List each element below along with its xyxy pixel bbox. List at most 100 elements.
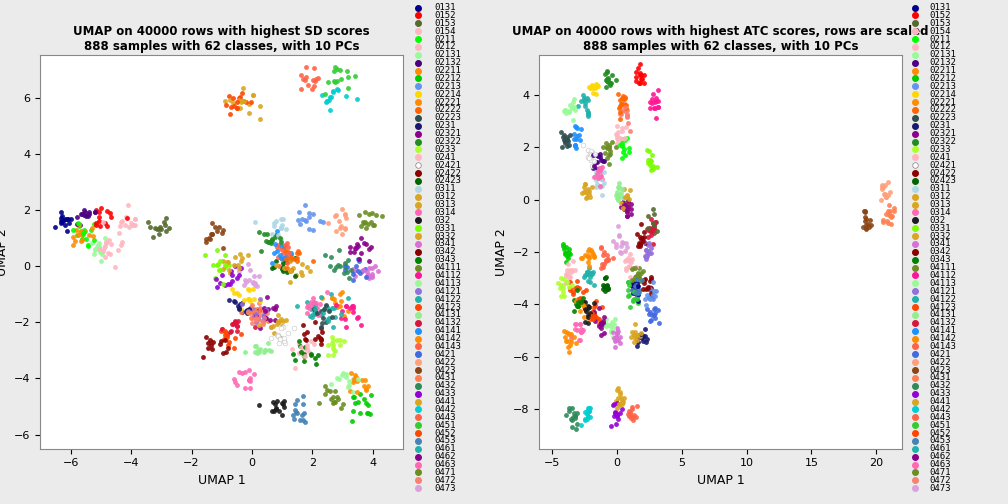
Text: 02322: 02322 [434,137,462,146]
X-axis label: UMAP 1: UMAP 1 [198,474,246,487]
Text: 04112: 04112 [434,271,462,280]
Text: 0342: 0342 [434,247,457,257]
Text: 04121: 04121 [929,287,957,296]
Text: 0473: 0473 [929,484,951,493]
Text: 0453: 0453 [434,436,457,446]
Text: 02214: 02214 [929,90,957,99]
Text: 02423: 02423 [434,176,462,185]
Text: 02222: 02222 [929,105,957,114]
Text: 04111: 04111 [434,263,462,272]
Text: 04112: 04112 [929,271,957,280]
Text: 0152: 0152 [434,11,457,20]
Text: 04113: 04113 [434,279,462,288]
Text: 04132: 04132 [929,318,957,327]
Text: 02212: 02212 [434,74,462,83]
Text: 0443: 0443 [929,413,951,422]
Text: 04142: 04142 [929,334,957,343]
Text: 0342: 0342 [929,247,951,257]
Text: 0241: 0241 [434,153,457,162]
Text: 0331: 0331 [434,224,457,233]
Text: 0311: 0311 [929,184,951,194]
Text: 0453: 0453 [929,436,951,446]
Text: 0461: 0461 [929,445,951,453]
Text: 0241: 0241 [929,153,951,162]
Text: 0463: 0463 [434,460,457,469]
Text: 0233: 0233 [929,145,951,154]
Text: 0312: 0312 [929,192,951,201]
Text: 0451: 0451 [434,421,457,430]
Text: 04123: 04123 [434,302,462,311]
Text: 02132: 02132 [434,58,462,67]
Text: 0233: 0233 [434,145,457,154]
Text: 0421: 0421 [929,350,951,359]
Text: 0462: 0462 [434,452,457,461]
Text: 0131: 0131 [929,3,951,12]
Text: 0452: 0452 [434,428,457,437]
Text: 0332: 0332 [434,231,457,240]
Text: 0471: 0471 [434,468,457,477]
Text: 0443: 0443 [434,413,457,422]
X-axis label: UMAP 1: UMAP 1 [697,474,745,487]
Title: UMAP on 40000 rows with highest SD scores
888 samples with 62 classes, with 10 P: UMAP on 40000 rows with highest SD score… [74,25,370,53]
Text: 0421: 0421 [434,350,457,359]
Text: 0152: 0152 [929,11,951,20]
Text: 0331: 0331 [929,224,951,233]
Text: 02222: 02222 [434,105,462,114]
Text: 02321: 02321 [434,129,462,138]
Text: 02211: 02211 [929,66,957,75]
Y-axis label: UMAP 2: UMAP 2 [495,228,507,276]
Text: 02213: 02213 [434,82,462,91]
Text: 0422: 0422 [929,358,951,366]
Text: 0432: 0432 [434,382,457,390]
Text: 0463: 0463 [929,460,951,469]
Text: 02322: 02322 [929,137,957,146]
Text: 0343: 0343 [929,255,951,264]
Text: 0432: 0432 [929,382,951,390]
Text: 0212: 0212 [434,42,457,51]
Text: 02132: 02132 [929,58,957,67]
Text: 0311: 0311 [434,184,457,194]
Text: 0211: 0211 [434,35,457,43]
Text: 0442: 0442 [434,405,457,414]
Text: 04131: 04131 [929,310,957,320]
Text: 0471: 0471 [929,468,951,477]
Text: 04141: 04141 [434,326,462,335]
Text: 02223: 02223 [929,113,957,122]
Text: 0314: 0314 [434,208,457,217]
Text: 04123: 04123 [929,302,957,311]
Text: 04122: 04122 [929,295,957,303]
Y-axis label: UMAP 2: UMAP 2 [0,228,8,276]
Text: 032: 032 [434,216,451,225]
Text: 0343: 0343 [434,255,457,264]
Text: 0341: 0341 [929,239,951,248]
Text: 0433: 0433 [929,389,951,398]
Text: 0462: 0462 [929,452,951,461]
Text: 0212: 0212 [929,42,951,51]
Text: 02212: 02212 [929,74,957,83]
Text: 04142: 04142 [434,334,462,343]
Text: 0313: 0313 [929,200,951,209]
Text: 0442: 0442 [929,405,951,414]
Text: 04113: 04113 [929,279,957,288]
Text: 04121: 04121 [434,287,462,296]
Text: 04143: 04143 [929,342,957,351]
Text: 02423: 02423 [929,176,957,185]
Text: 032: 032 [929,216,946,225]
Text: 0473: 0473 [434,484,457,493]
Text: 02221: 02221 [434,98,462,107]
Text: 0154: 0154 [929,27,951,36]
Text: 0472: 0472 [929,476,951,485]
Text: 02421: 02421 [929,161,957,170]
Text: 0431: 0431 [434,373,457,383]
Text: 02422: 02422 [434,168,462,177]
Text: 02131: 02131 [434,50,462,59]
Text: 0153: 0153 [434,19,457,28]
Text: 02421: 02421 [434,161,462,170]
Text: 0312: 0312 [434,192,457,201]
Text: 0422: 0422 [434,358,457,366]
Text: 0423: 0423 [929,365,951,374]
Text: 02321: 02321 [929,129,957,138]
Text: 02223: 02223 [434,113,462,122]
Text: 0313: 0313 [434,200,457,209]
Text: 0211: 0211 [929,35,951,43]
